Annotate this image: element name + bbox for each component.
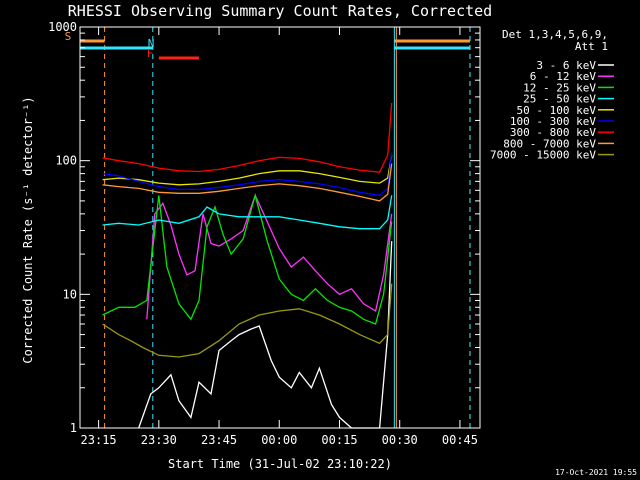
y-tick-label-0: 1	[70, 421, 77, 435]
legend-label-2: 12 - 25 keV	[523, 81, 596, 94]
x-tick-label-3: 00:00	[261, 433, 297, 447]
flag-label-f: F	[147, 47, 154, 60]
series-line-2	[102, 192, 393, 325]
flag-label-s: S	[65, 30, 72, 43]
series-line-7	[102, 163, 393, 202]
flag-bars: S NF	[65, 27, 471, 428]
legend-header-attenuator: Att 1	[575, 40, 608, 53]
x-tick-label-6: 00:45	[442, 433, 478, 447]
axes: 23:15 23:30 23:45 00:00 00:15 00:30 00:45 1 10 10…	[48, 20, 481, 447]
legend-label-8: 7000 - 15000 keV	[490, 149, 596, 162]
series-line-8	[102, 283, 393, 358]
chart-title: RHESSI Observing Summary Count Rates, Co…	[68, 2, 492, 20]
x-axis-label: Start Time (31-Jul-02 23:10:22)	[168, 457, 392, 471]
legend-label-4: 50 - 100 keV	[517, 104, 597, 117]
series-line-3	[102, 195, 393, 230]
legend-label-3: 25 - 50 keV	[523, 93, 596, 106]
x-tick-label-4: 00:15	[321, 433, 357, 447]
series-line-4	[102, 154, 393, 186]
series-line-6	[102, 102, 393, 173]
x-tick-label-2: 23:45	[201, 433, 237, 447]
series-lines	[102, 102, 393, 429]
plot-frame	[79, 26, 481, 429]
series-line-5	[102, 152, 393, 197]
legend-label-6: 300 - 800 keV	[510, 126, 596, 139]
timestamp: 17-Oct-2021 19:55	[555, 468, 637, 477]
y-tick-label-3: 1000	[48, 20, 77, 34]
y-tick-label-2: 100	[55, 154, 77, 168]
legend-label-1: 6 - 12 keV	[530, 70, 597, 83]
x-tick-label-5: 00:30	[382, 433, 418, 447]
flag-label-n: N	[148, 37, 155, 50]
legend-label-0: 3 - 6 keV	[536, 59, 596, 72]
legend-header-detectors: Det 1,3,4,5,6,9,	[502, 28, 608, 41]
x-tick-label-0: 23:15	[81, 433, 117, 447]
legend-label-5: 100 - 300 keV	[510, 115, 596, 128]
x-tick-label-1: 23:30	[141, 433, 177, 447]
y-axis-label: Corrected Count Rate (s⁻¹ detector⁻¹)	[21, 96, 35, 363]
y-tick-label-1: 10	[63, 287, 77, 301]
legend-label-7: 800 - 7000 keV	[503, 137, 596, 150]
